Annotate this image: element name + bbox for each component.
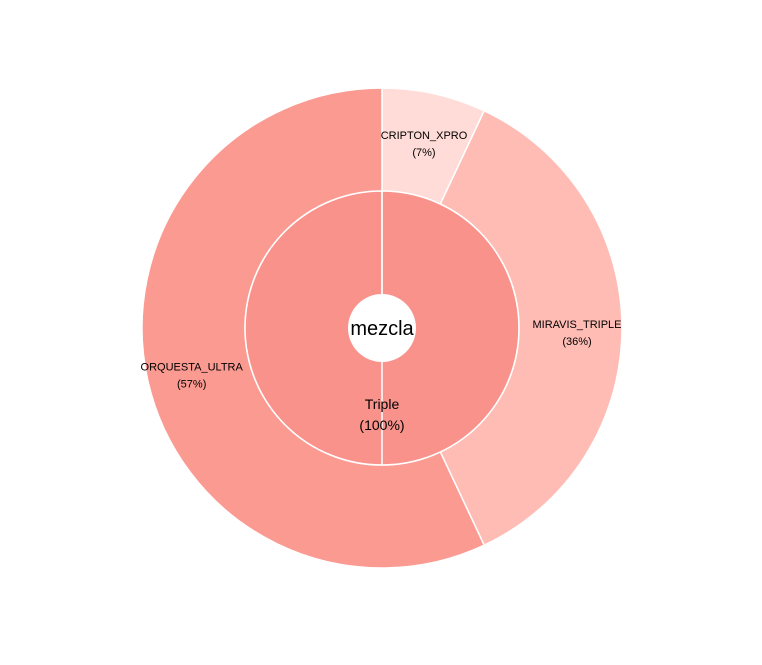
outer-ring — [141, 87, 623, 569]
outer-percent-0: (7%) — [412, 147, 435, 159]
outer-percent-2: (57%) — [177, 379, 206, 391]
outer-percent-1: (36%) — [562, 336, 591, 348]
outer-label-2: ORQUESTA_ULTRA — [141, 362, 244, 374]
slice-labels: CRIPTON_XPRO (7%) MIRAVIS_TRIPLE (36%) ORQUE… — [141, 130, 622, 433]
inner-label-0: Triple — [365, 396, 400, 412]
center-label: mezcla — [350, 318, 414, 340]
center-hole — [348, 294, 416, 362]
outer-label-0: CRIPTON_XPRO — [381, 130, 468, 142]
outer-label-1: MIRAVIS_TRIPLE — [532, 319, 621, 331]
inner-percent-0: (100%) — [359, 417, 404, 433]
